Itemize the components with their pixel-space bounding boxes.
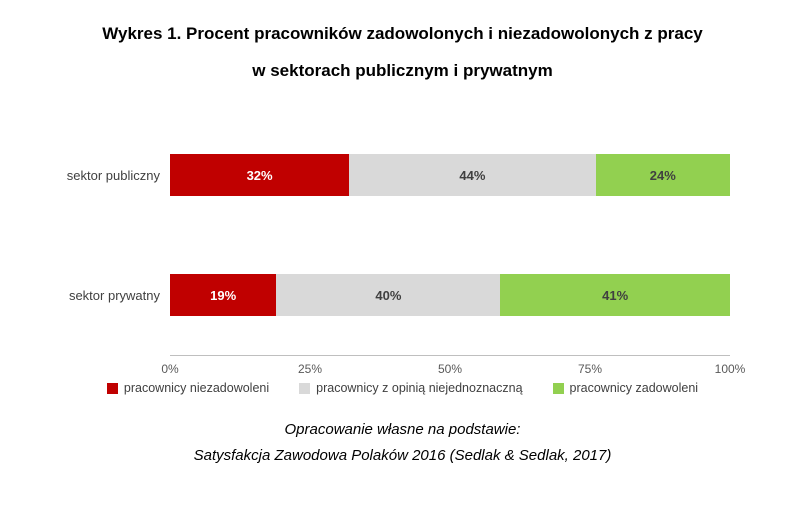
chart-title-line2: w sektorach publicznym i prywatnym bbox=[252, 60, 553, 80]
bar-segment: 19% bbox=[170, 274, 277, 317]
category-label: sektor prywatny bbox=[68, 287, 160, 303]
bar-segment: 41% bbox=[500, 274, 730, 317]
bar-segment: 24% bbox=[595, 154, 730, 197]
stacked-bar: 19% 40% 41% bbox=[170, 274, 730, 317]
legend-swatch bbox=[299, 382, 311, 394]
source-note-line2: Satysfakcja Zawodowa Polaków 2016 (Sedla… bbox=[193, 447, 612, 465]
category-label: sektor publiczny bbox=[66, 167, 160, 183]
x-axis: 0% 25% 50% 75% 100% bbox=[161, 355, 745, 378]
legend-item: pracownicy zadowoleni bbox=[552, 381, 699, 396]
x-tick-label: 75% bbox=[577, 362, 603, 377]
legend-item: pracownicy z opinią niejednoznaczną bbox=[299, 381, 523, 396]
x-tick-label: 25% bbox=[297, 362, 323, 377]
bars-group: sektor publiczny 32% 44% 24% sektor prywatny… bbox=[0, 115, 730, 355]
legend-item: pracownicy niezadowoleni bbox=[106, 381, 270, 396]
bar-segment: 32% bbox=[170, 154, 350, 197]
x-tick-label: 100% bbox=[714, 362, 746, 377]
chart-title: Wykres 1. Procent pracowników zadowolony… bbox=[0, 16, 805, 89]
source-note-line1: Opracowanie własne na podstawie: bbox=[284, 421, 521, 439]
legend: pracownicy niezadowoleni pracownicy z opi… bbox=[0, 381, 805, 395]
plot-area: sektor publiczny 32% 44% 24% sektor prywatny… bbox=[0, 115, 745, 376]
x-tick-label: 0% bbox=[161, 362, 179, 377]
source-note: Opracowanie własne na podstawie: Satysfa… bbox=[0, 417, 805, 470]
x-tick-label: 50% bbox=[437, 362, 463, 377]
chart-title-line1: Wykres 1. Procent pracowników zadowolony… bbox=[102, 24, 703, 43]
bar-segment: 40% bbox=[276, 274, 501, 317]
bar-segment: 44% bbox=[349, 154, 596, 197]
legend-label: pracownicy z opinią niejednoznaczną bbox=[316, 381, 523, 396]
legend-label: pracownicy niezadowoleni bbox=[123, 381, 270, 396]
legend-label: pracownicy zadowoleni bbox=[569, 381, 699, 396]
legend-swatch bbox=[106, 382, 118, 394]
legend-swatch bbox=[552, 382, 564, 394]
bar-row: sektor prywatny 19% 40% 41% bbox=[0, 274, 730, 317]
bar-row: sektor publiczny 32% 44% 24% bbox=[0, 154, 730, 197]
stacked-bar: 32% 44% 24% bbox=[170, 154, 730, 197]
